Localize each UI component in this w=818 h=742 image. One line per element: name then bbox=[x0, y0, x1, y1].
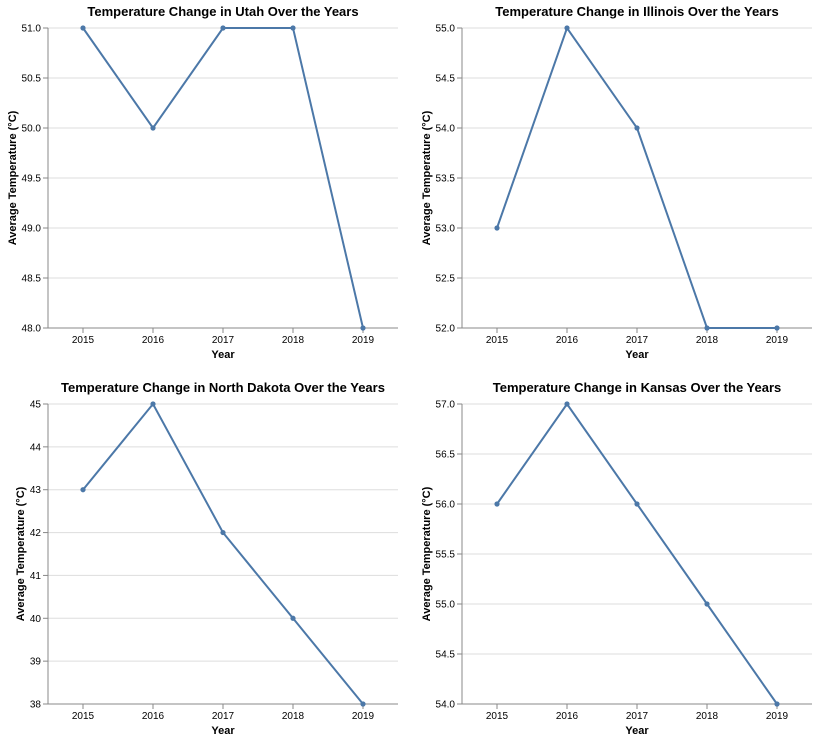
y-tick-label: 50.0 bbox=[22, 124, 42, 135]
x-tick-label: 2017 bbox=[212, 711, 235, 722]
y-tick-label: 51.0 bbox=[22, 24, 42, 35]
data-point bbox=[634, 125, 640, 131]
data-point bbox=[564, 25, 570, 31]
x-tick-label: 2018 bbox=[282, 335, 305, 346]
data-point bbox=[494, 501, 500, 507]
x-tick-label: 2015 bbox=[486, 335, 509, 346]
x-tick-label: 2015 bbox=[72, 711, 95, 722]
x-tick-label: 2018 bbox=[696, 711, 719, 722]
y-tick-label: 56.5 bbox=[436, 450, 456, 461]
y-tick-label: 55.5 bbox=[436, 550, 456, 561]
y-tick-label: 57.0 bbox=[436, 400, 456, 411]
y-tick-label: 52.0 bbox=[436, 324, 456, 335]
y-tick-label: 54.5 bbox=[436, 74, 456, 85]
y-tick-label: 53.5 bbox=[436, 174, 456, 185]
data-point bbox=[290, 615, 296, 621]
x-axis-title: Year bbox=[625, 725, 649, 737]
x-tick-label: 2015 bbox=[72, 335, 95, 346]
chart-title: Temperature Change in North Dakota Over … bbox=[61, 380, 385, 395]
data-point bbox=[494, 225, 500, 231]
data-point bbox=[80, 487, 86, 493]
x-tick-label: 2018 bbox=[696, 335, 719, 346]
data-point bbox=[704, 601, 710, 607]
chart-illinois: 52.0 52.5 53.0 53.5 54.0 54.5 55.0 2015 2016 2017… bbox=[421, 4, 812, 361]
x-tick-label: 2016 bbox=[142, 335, 165, 346]
y-axis-title: Average Temperature (°C) bbox=[421, 110, 433, 245]
y-tick-label: 45 bbox=[30, 400, 42, 411]
y-tick-label: 41 bbox=[30, 571, 42, 582]
x-axis-title: Year bbox=[211, 725, 235, 737]
chart-title: Temperature Change in Kansas Over the Ye… bbox=[493, 380, 782, 395]
y-tick-label: 43 bbox=[30, 485, 42, 496]
y-tick-label: 55.0 bbox=[436, 600, 456, 611]
y-tick-label: 48.5 bbox=[22, 274, 42, 285]
data-point bbox=[774, 701, 780, 707]
y-tick-label: 54.0 bbox=[436, 700, 456, 711]
x-tick-label: 2016 bbox=[556, 335, 579, 346]
y-tick-label: 52.5 bbox=[436, 274, 456, 285]
data-point bbox=[774, 325, 780, 331]
y-tick-label: 38 bbox=[30, 700, 42, 711]
data-point bbox=[360, 701, 366, 707]
data-point bbox=[290, 25, 296, 31]
y-tick-label: 50.5 bbox=[22, 74, 42, 85]
y-tick-label: 54.0 bbox=[436, 124, 456, 135]
chart-title: Temperature Change in Illinois Over the … bbox=[495, 4, 778, 19]
x-tick-label: 2019 bbox=[352, 335, 375, 346]
data-point bbox=[220, 25, 226, 31]
x-tick-label: 2019 bbox=[352, 711, 375, 722]
y-tick-label: 42 bbox=[30, 528, 42, 539]
y-axis-title: Average Temperature (°C) bbox=[7, 110, 19, 245]
data-point bbox=[80, 25, 86, 31]
y-tick-label: 40 bbox=[30, 614, 42, 625]
chart-title: Temperature Change in Utah Over the Year… bbox=[87, 4, 358, 19]
y-tick-label: 39 bbox=[30, 657, 42, 668]
x-tick-label: 2016 bbox=[556, 711, 579, 722]
y-tick-label: 55.0 bbox=[436, 24, 456, 35]
series-line bbox=[82, 402, 364, 705]
y-tick-label: 44 bbox=[30, 442, 42, 453]
x-tick-label: 2015 bbox=[486, 711, 509, 722]
y-axis-title: Average Temperature (°C) bbox=[421, 486, 433, 621]
x-tick-label: 2019 bbox=[766, 711, 789, 722]
data-point bbox=[150, 125, 156, 131]
y-axis-title: Average Temperature (°C) bbox=[15, 486, 27, 621]
data-point bbox=[564, 401, 570, 407]
y-tick-label: 49.0 bbox=[22, 224, 42, 235]
data-point bbox=[150, 401, 156, 407]
x-axis-title: Year bbox=[211, 349, 235, 361]
x-tick-label: 2019 bbox=[766, 335, 789, 346]
chart-utah: 48.0 48.5 49.0 49.5 50.0 50.5 51.0 2015 2016 2017… bbox=[7, 4, 398, 361]
x-tick-label: 2017 bbox=[212, 335, 235, 346]
x-tick-label: 2016 bbox=[142, 711, 165, 722]
y-tick-label: 56.0 bbox=[436, 500, 456, 511]
y-tick-label: 54.5 bbox=[436, 650, 456, 661]
x-tick-label: 2017 bbox=[626, 711, 649, 722]
data-point bbox=[704, 325, 710, 331]
chart-kansas: 54.0 54.5 55.0 55.5 56.0 56.5 57.0 2015 2016 2017… bbox=[421, 380, 812, 737]
data-point bbox=[634, 501, 640, 507]
chart-north-dakota: 38 39 40 41 42 43 44 45 2015 2016 2017 2018 2019 Temp… bbox=[15, 380, 398, 737]
x-tick-label: 2017 bbox=[626, 335, 649, 346]
x-axis-title: Year bbox=[625, 349, 649, 361]
data-point bbox=[220, 529, 226, 536]
data-point bbox=[360, 325, 366, 331]
y-tick-label: 49.5 bbox=[22, 174, 42, 185]
x-tick-label: 2018 bbox=[282, 711, 305, 722]
y-tick-label: 53.0 bbox=[436, 224, 456, 235]
y-tick-label: 48.0 bbox=[22, 324, 42, 335]
